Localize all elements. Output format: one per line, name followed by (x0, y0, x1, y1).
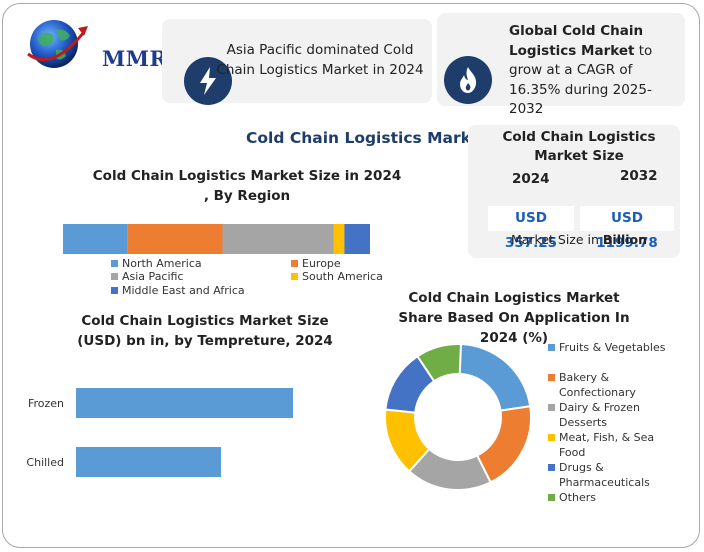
application-legend-item: Drugs & Pharmaceuticals (548, 460, 678, 490)
legend-swatch (548, 404, 555, 411)
region-legend-label: Middle East and Africa (122, 284, 245, 297)
flame-icon (460, 67, 477, 93)
region-legend-item: Europe (291, 257, 341, 270)
highlight-region-text: Asia Pacific dominated Cold Chain Logist… (216, 42, 424, 78)
application-legend-label: Drugs & Pharmaceuticals (559, 461, 650, 489)
legend-swatch (111, 287, 118, 294)
main-title: Cold Chain Logistics Market (246, 129, 489, 147)
region-legend-item: Middle East and Africa (111, 284, 245, 297)
unit-prefix: Market Size in (510, 232, 603, 247)
application-legend-label: Bakery & Confectionary (559, 371, 636, 399)
region-legend-label: North America (122, 257, 202, 270)
application-legend-label: Meat, Fish, & Sea Food (559, 431, 655, 459)
region-legend-label: Europe (302, 257, 341, 270)
application-legend: Fruits & Vegetables Bakery & Confectionar… (548, 340, 678, 505)
globe-icon (27, 20, 88, 68)
flame-badge (444, 56, 492, 104)
value-2024: USD 357.25 (488, 206, 574, 251)
application-chart-title: Cold Chain Logistics Market Share Based … (398, 290, 630, 346)
logo: MMR (22, 10, 167, 80)
legend-swatch (111, 260, 118, 267)
legend-swatch (291, 260, 298, 267)
legend-swatch (548, 434, 555, 441)
application-legend-label: Fruits & Vegetables (559, 341, 666, 354)
lightning-icon (200, 67, 216, 95)
region-legend-label: South America (302, 270, 383, 283)
unit-bold: Billion (602, 232, 648, 247)
application-legend-label: Dairy & Frozen Desserts (559, 401, 640, 429)
market-size-title: Cold Chain Logistics Market Size (502, 129, 656, 164)
application-legend-item: Others (548, 490, 678, 505)
highlight-cagr-rest: to grow at a CAGR of 16.35% during 2025-… (509, 42, 653, 118)
region-chart-title: Cold Chain Logistics Market Size in 2024… (92, 168, 402, 204)
legend-swatch (111, 273, 118, 280)
region-legend-item: South America (291, 270, 383, 283)
region-legend-label: Asia Pacific (122, 270, 184, 283)
logo-text: MMR (102, 46, 168, 71)
application-legend-item: Bakery & Confectionary (548, 370, 678, 400)
legend-swatch (548, 374, 555, 381)
infographic-frame (2, 3, 700, 548)
highlight-cagr-text: Global Cold Chain Logistics Market to gr… (509, 22, 681, 120)
value-2032: USD 1199.78 (580, 206, 674, 251)
legend-swatch (548, 344, 555, 351)
application-legend-label: Others (559, 491, 596, 504)
region-legend-item: North America (111, 257, 202, 270)
year-2024: 2024 (512, 171, 550, 187)
market-size-unit: Market Size in Billion (480, 232, 678, 247)
application-legend-item: Meat, Fish, & Sea Food (548, 430, 678, 460)
highlight-cagr-bold: Global Cold Chain Logistics Market (509, 23, 644, 59)
legend-swatch (291, 273, 298, 280)
region-legend-item: Asia Pacific (111, 270, 184, 283)
legend-swatch (548, 464, 555, 471)
application-legend-item: Dairy & Frozen Desserts (548, 400, 678, 430)
application-legend-item: Fruits & Vegetables (548, 340, 678, 355)
temperature-chart-title: Cold Chain Logistics Market Size (USD) b… (77, 313, 333, 349)
lightning-badge (184, 57, 232, 105)
market-size-card (468, 125, 680, 258)
legend-swatch (548, 494, 555, 501)
year-2032: 2032 (620, 168, 658, 184)
